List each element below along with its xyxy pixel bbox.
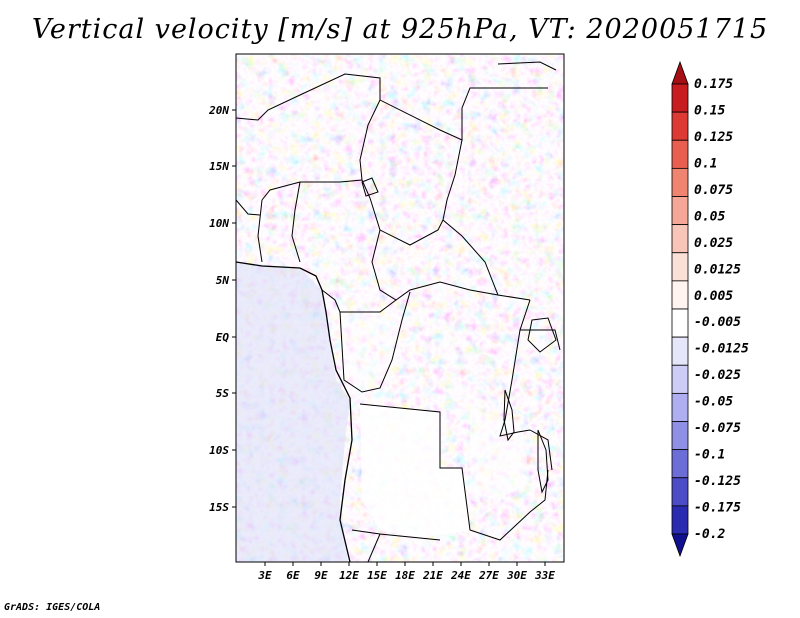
colorbar-label: 0.025 [694,236,733,251]
colorbar-segment [671,421,689,451]
colorbar-segment [671,392,689,422]
lon-label: 18E [395,569,415,582]
colorbar-segment [671,477,689,507]
colorbar-label: -0.175 [694,501,741,516]
credit-text: GrADS: IGES/COLA [4,602,101,613]
colorbar-label: -0.05 [694,395,733,410]
colorbar-arrow-bottom [671,533,689,558]
colorbar-arrow-top [671,60,689,85]
colorbar-segment [671,449,689,479]
colorbar-label: 0.05 [694,209,725,224]
map-title: Vertical velocity [m/s] at 925hPa, VT: 2… [31,14,769,45]
colorbar-segment [671,83,689,113]
lat-label: 20N [208,104,229,117]
map-frame [235,53,565,563]
lon-label: 9E [314,569,328,582]
lon-label: 27E [478,569,499,582]
colorbar-label: -0.125 [694,474,741,489]
colorbar-label: -0.2 [694,527,725,542]
masked-region-angola [360,404,470,538]
colorbar-label: 0.125 [694,130,733,145]
lon-axis: 3E 6E 9E 12E 15E 18E 21E 24E 27E 30E 33E [257,562,555,582]
lon-label: 3E [257,569,272,582]
lat-label: EQ [216,331,230,344]
lat-label: 5N [216,274,230,287]
colorbar-segment [671,252,689,282]
colorbar-segment [671,364,689,394]
colorbar-segment [671,139,689,169]
lat-label: 10S [209,444,229,457]
colorbar-segment [671,111,689,141]
colorbar-label: 0.005 [694,289,733,304]
lon-label: 30E [506,569,527,582]
lon-label: 33E [534,569,555,582]
lat-label: 15N [209,160,229,173]
lon-label: 21E [422,569,443,582]
lon-label: 6E [286,569,300,582]
lon-label: 24E [450,569,471,582]
colorbar-label: -0.1 [694,448,725,463]
colorbar-segment [671,280,689,310]
lat-label: 5S [216,387,230,400]
colorbar-label: 0.0125 [694,262,741,277]
lat-label: 15S [209,501,229,514]
colorbar-label: -0.025 [694,368,741,383]
lakes [361,177,557,494]
colorbar-label: 0.175 [694,77,733,92]
colorbar-segment [671,167,689,197]
lat-label: 10N [209,217,229,230]
lat-axis: 20N 15N 10N 5N EQ 5S 10S 15S [208,104,236,514]
colorbar-segment [671,505,689,535]
colorbar-segment [671,308,689,338]
colorbar-segment [671,336,689,366]
coastline [236,261,353,562]
colorbar-label: -0.005 [694,315,741,330]
country-borders [236,61,561,562]
masked-region-gabon [330,310,402,392]
colorbar-label: 0.1 [694,156,717,171]
colorbar: 0.175 0.15 0.125 0.1 0.075 0.05 0.025 0.0125 0.0… [671,60,749,558]
colorbar-segment [671,224,689,254]
lon-label: 12E [339,569,359,582]
colorbar-label: 0.075 [694,183,733,198]
colorbar-segment [671,196,689,226]
colorbar-label: -0.0125 [694,342,749,357]
velocity-field [236,54,564,562]
colorbar-label: 0.15 [694,103,725,118]
colorbar-label: -0.075 [694,421,741,436]
lon-label: 15E [367,569,387,582]
